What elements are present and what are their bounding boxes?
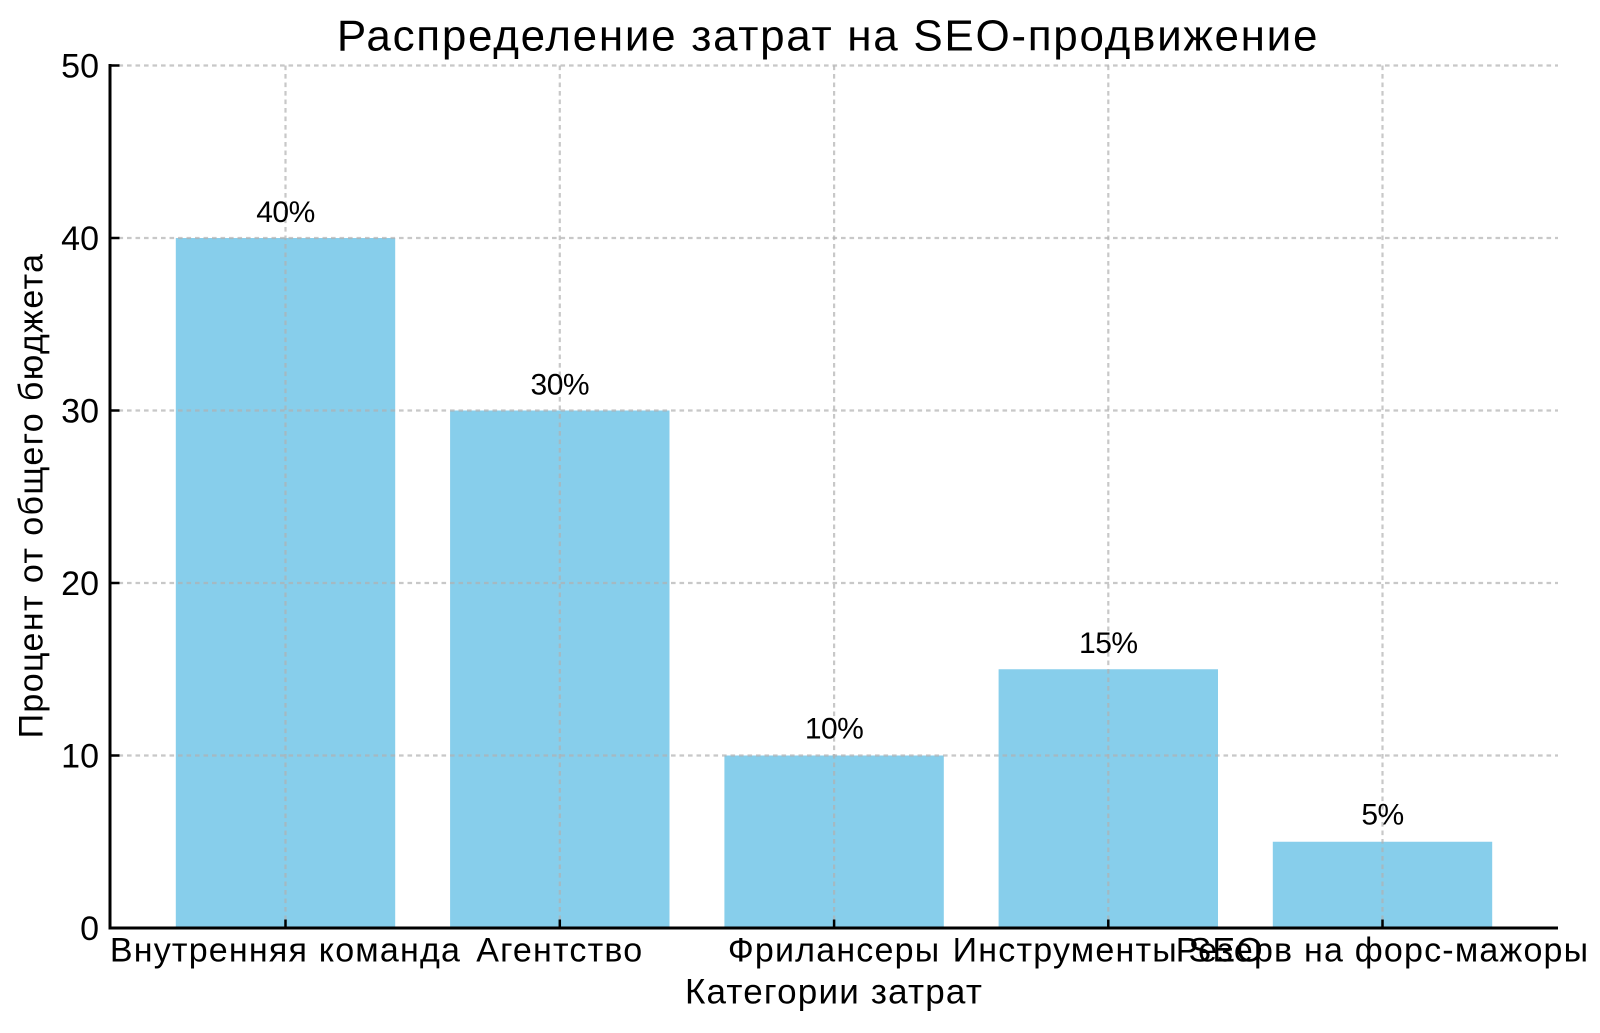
svg-text:40: 40 [61,220,99,258]
svg-text:15%: 15% [1079,627,1138,660]
svg-text:10: 10 [61,738,99,776]
svg-text:20: 20 [61,565,99,603]
svg-text:Резерв на форс-мажоры: Резерв на форс-мажоры [1176,932,1590,970]
svg-text:0: 0 [80,910,99,948]
svg-text:10%: 10% [805,712,864,745]
svg-text:5%: 5% [1361,799,1403,832]
svg-text:Распределение затрат на SEO-пр: Распределение затрат на SEO-продвижение [337,12,1319,61]
svg-text:Агентство: Агентство [476,932,643,970]
svg-text:Процент от общего бюджета: Процент от общего бюджета [12,253,50,739]
svg-text:Категории затрат: Категории затрат [685,973,983,1012]
svg-text:40%: 40% [256,196,315,229]
svg-text:30: 30 [61,393,99,431]
svg-text:Инструменты SEO: Инструменты SEO [953,932,1264,970]
svg-text:Фрилансеры: Фрилансеры [728,932,941,970]
svg-text:30%: 30% [531,368,590,401]
svg-text:50: 50 [61,48,99,86]
svg-text:Внутренняя команда: Внутренняя команда [110,932,461,970]
